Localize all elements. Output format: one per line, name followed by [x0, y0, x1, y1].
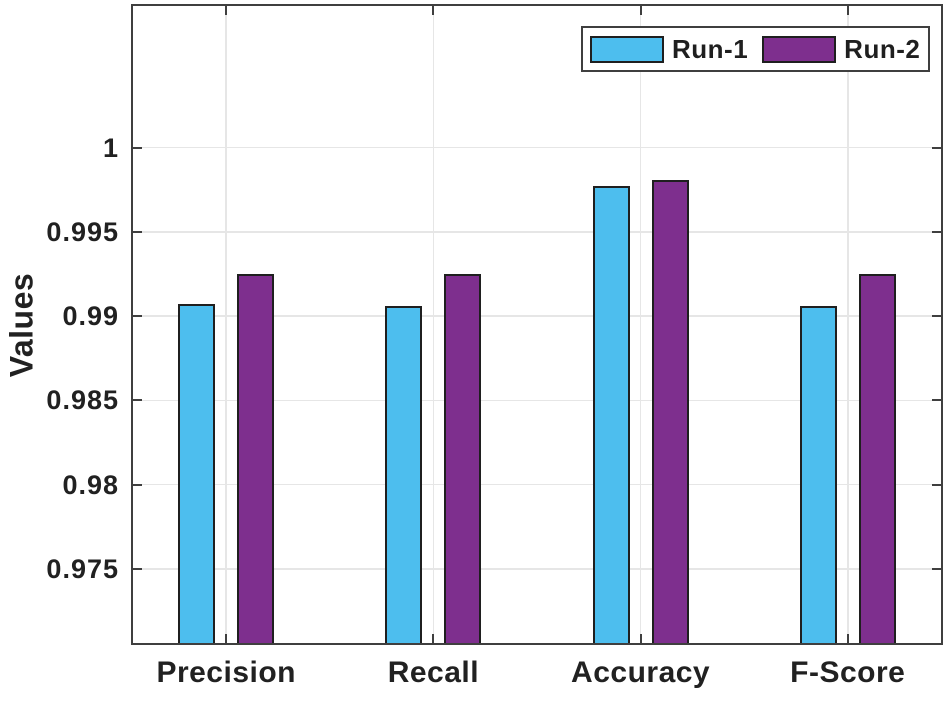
y-tick-label: 0.99	[62, 301, 119, 332]
y-tick-label: 0.985	[46, 385, 119, 416]
x-tick-top	[432, 6, 435, 15]
h-gridline	[133, 231, 941, 233]
x-category-label: Recall	[387, 656, 480, 689]
y-tick-left	[133, 230, 142, 233]
h-gridline	[133, 483, 941, 486]
bar-accuracy-run-2	[651, 179, 689, 643]
y-tick-right	[932, 146, 941, 149]
x-category-label: Accuracy	[571, 656, 711, 689]
legend-swatch-run-1	[590, 35, 664, 63]
y-tick-label: 0.975	[46, 553, 119, 584]
v-gridline	[639, 6, 642, 643]
y-tick-right	[932, 567, 941, 570]
x-tick-top	[846, 6, 849, 15]
h-gridline	[133, 315, 941, 317]
x-tick-bottom	[639, 634, 642, 643]
h-gridline	[133, 399, 941, 402]
bar-precision-run-2	[237, 273, 275, 643]
legend-label-run-1: Run-1	[672, 33, 749, 64]
bar-precision-run-1	[178, 304, 216, 643]
x-tick-top	[639, 6, 642, 15]
y-tick-right	[932, 483, 941, 486]
x-tick-bottom	[432, 634, 435, 643]
x-tick-bottom	[225, 634, 228, 643]
x-category-label: F-Score	[790, 656, 906, 689]
h-gridline	[133, 146, 941, 149]
y-tick-right	[932, 230, 941, 233]
y-tick-left	[133, 567, 142, 570]
x-tick-top	[225, 6, 228, 15]
h-gridline	[133, 568, 941, 570]
v-gridline	[225, 6, 227, 643]
y-tick-label: 1	[102, 132, 119, 163]
plot-area: Run-1 Run-2	[131, 4, 943, 645]
y-tick-left	[133, 399, 142, 402]
y-tick-label: 0.995	[46, 216, 119, 247]
y-tick-left	[133, 146, 142, 149]
x-tick-bottom	[846, 634, 849, 643]
bar-recall-run-1	[385, 305, 423, 643]
bar-f-score-run-2	[858, 273, 896, 643]
v-gridline	[432, 6, 435, 643]
legend-swatch-run-2	[762, 35, 837, 63]
y-tick-label: 0.98	[62, 469, 119, 500]
bar-recall-run-2	[444, 273, 482, 643]
y-tick-left	[133, 315, 142, 318]
legend-label-run-2: Run-2	[844, 33, 921, 64]
y-tick-right	[932, 315, 941, 318]
v-gridline	[847, 6, 849, 643]
bar-accuracy-run-1	[592, 186, 630, 643]
y-tick-right	[932, 399, 941, 402]
y-tick-left	[133, 483, 142, 486]
bar-f-score-run-1	[799, 305, 837, 643]
legend: Run-1 Run-2	[581, 26, 930, 72]
x-category-label: Precision	[156, 656, 296, 689]
